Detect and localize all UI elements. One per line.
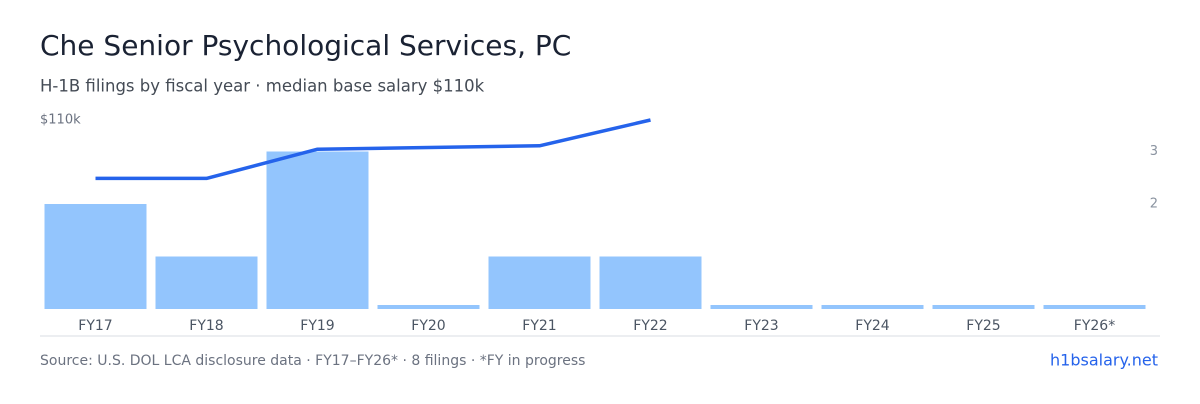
chart-subtitle: H-1B filings by fiscal year · median bas… [40,77,485,96]
x-tick-label: FY17 [78,318,112,334]
bar [932,305,1035,309]
brand-link[interactable]: h1bsalary.net [1050,351,1158,370]
x-tick-label: FY22 [633,318,667,334]
chart-title: Che Senior Psychological Services, PC [40,29,571,62]
x-tick-label: FY23 [744,318,778,334]
y2-tick-label: 3 [1150,144,1158,159]
x-tick-label: FY24 [855,318,890,334]
x-tick-label: FY21 [522,318,556,334]
y-tick-label: $110k [40,113,81,128]
x-tick-label: FY25 [966,318,1000,334]
x-tick-label: FY20 [411,318,445,334]
bar [1043,305,1146,309]
y2-tick-label: 2 [1150,197,1158,212]
bar [488,256,591,309]
bar [155,256,258,309]
bar [266,151,369,309]
bar [599,256,702,309]
bar [821,305,924,309]
source-note: Source: U.S. DOL LCA disclosure data · F… [40,353,585,369]
x-tick-label: FY18 [189,318,223,334]
bar [710,305,813,309]
salary-line [95,118,651,181]
bar [44,204,147,309]
x-tick-label: FY19 [300,318,334,334]
bar [377,305,480,309]
x-tick-label: FY26* [1074,318,1115,334]
